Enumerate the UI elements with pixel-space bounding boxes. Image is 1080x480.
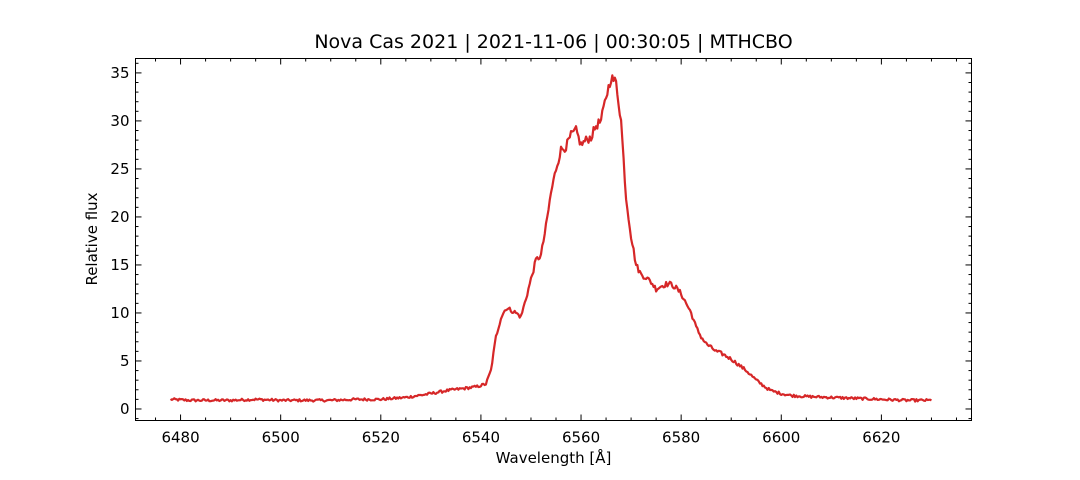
x-tick-label: 6560 <box>562 429 600 447</box>
x-tick-label: 6620 <box>862 429 900 447</box>
y-tick-label: 25 <box>110 160 129 178</box>
y-axis-label: Relative flux <box>83 192 101 285</box>
y-tick-label: 30 <box>110 112 129 130</box>
plot-area <box>169 74 932 403</box>
x-tick-label: 6520 <box>362 429 400 447</box>
y-tick-label: 5 <box>120 352 130 370</box>
y-tick-label: 35 <box>110 64 129 82</box>
spectrum-series-line-0 <box>169 74 932 403</box>
x-axis-ticks: 6480 6500 6520 6540 6560 6580 6600 6620 <box>155 58 957 447</box>
axes-frame <box>135 58 972 421</box>
x-tick-label: 6600 <box>762 429 800 447</box>
y-tick-label: 15 <box>110 256 129 274</box>
x-tick-label: 6480 <box>161 429 199 447</box>
y-tick-label: 0 <box>120 400 130 418</box>
chart-title: Nova Cas 2021 | 2021-11-06 | 00:30:05 | … <box>314 31 792 53</box>
x-axis-label: Wavelength [Å] <box>496 448 612 467</box>
y-tick-label: 20 <box>110 208 129 226</box>
y-tick-label: 10 <box>110 304 129 322</box>
x-tick-label: 6540 <box>462 429 500 447</box>
x-tick-label: 6500 <box>262 429 300 447</box>
x-tick-label: 6580 <box>662 429 700 447</box>
y-axis-ticks: 0 5 10 15 20 25 30 35 <box>110 62 972 420</box>
